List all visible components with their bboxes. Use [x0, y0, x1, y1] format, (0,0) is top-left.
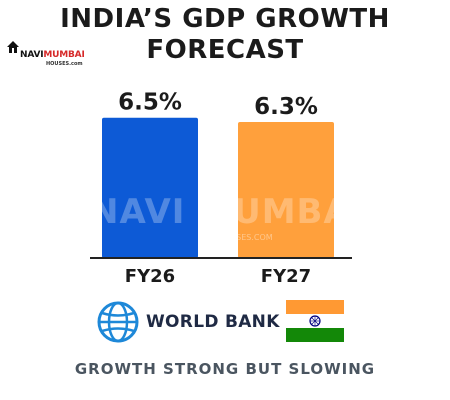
- tagline: GROWTH STRONG BUT SLOWING: [74, 360, 376, 378]
- value-label-fy27: 6.3%: [254, 94, 318, 120]
- india-flag-icon: [286, 300, 344, 342]
- source-label: WORLD BANK: [146, 312, 280, 332]
- title-line-2: FORECAST: [146, 35, 304, 65]
- house-icon: [7, 41, 19, 53]
- x-tick-label-fy26: FY26: [125, 266, 175, 287]
- logo-wordmark: NAVIMUMBAI: [20, 50, 85, 60]
- bar-fy26: [102, 117, 198, 259]
- navimumbai-logo: NAVIMUMBAI HOUSES.com: [6, 40, 86, 70]
- watermark-sub: HOUSES.COM: [218, 233, 273, 242]
- logo-name-part1: NAVI: [20, 50, 44, 60]
- x-tick-label-fy27: FY27: [261, 266, 311, 287]
- chart-title: INDIA’S GDP GROWTH FORECAST: [0, 4, 450, 66]
- logo-subtext: HOUSES.com: [46, 61, 83, 67]
- value-label-fy26: 6.5%: [118, 90, 182, 116]
- bar-fy27: [238, 122, 334, 258]
- logo-name-part2: MUMBAI: [43, 50, 85, 60]
- bar-chart: 6.5% FY26 6.3% FY27: [90, 90, 352, 287]
- title-line-1: INDIA’S GDP GROWTH: [60, 4, 390, 34]
- watermark: NAVI MUMBAI: [90, 192, 365, 232]
- globe-icon: [97, 301, 139, 343]
